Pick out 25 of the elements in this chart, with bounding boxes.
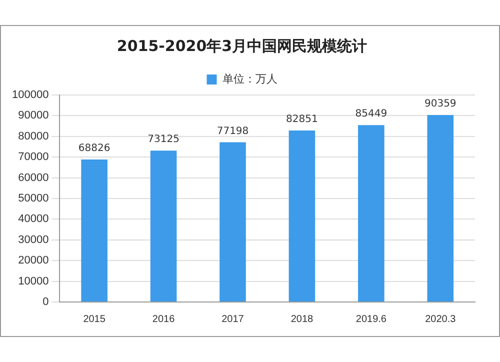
y-tick-label: 20000: [18, 254, 49, 267]
y-tick-label: 60000: [18, 172, 49, 184]
x-tick-label: 2016: [152, 314, 176, 325]
y-tick-label: 70000: [18, 151, 49, 164]
y-tick-label: 30000: [18, 234, 49, 246]
y-tick-label: 100000: [12, 89, 49, 102]
data-label: 82851: [286, 114, 318, 126]
x-tick-label: 2019.6: [356, 314, 387, 325]
x-tick-label: 2018: [290, 314, 314, 325]
data-label: 85449: [355, 108, 388, 120]
y-tick-label: 10000: [18, 275, 49, 288]
x-tick-label: 2015: [83, 314, 106, 325]
y-tick-label: 80000: [18, 130, 49, 142]
data-label: 77198: [216, 126, 249, 137]
y-tick-label: 50000: [18, 192, 49, 205]
x-tick-label: 2017: [222, 314, 244, 325]
data-label: 68826: [78, 143, 110, 154]
y-tick-label: 0: [42, 296, 49, 308]
x-tick-label: 2020.3: [425, 314, 456, 325]
chart-title: 2015-2020年3月中国网民规模统计: [116, 36, 368, 55]
data-label: 73125: [148, 134, 180, 146]
y-tick-label: 90000: [18, 110, 49, 122]
legend-label: 单位：万人: [222, 72, 278, 86]
data-label: 90359: [424, 98, 456, 110]
y-tick-label: 40000: [18, 213, 49, 226]
